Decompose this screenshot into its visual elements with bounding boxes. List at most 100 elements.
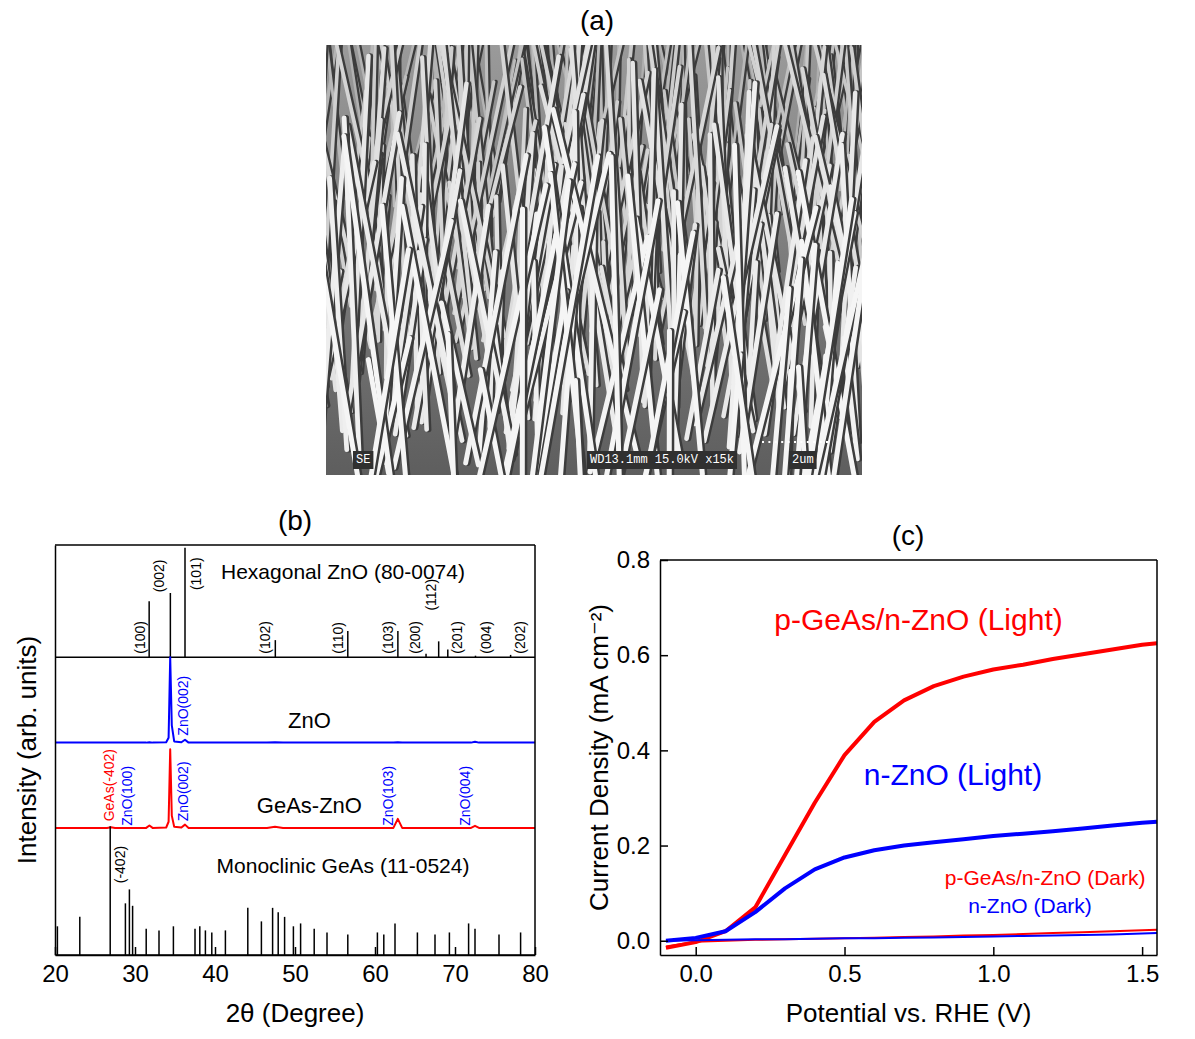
tick-mark — [660, 750, 668, 752]
tick: 1.5 — [1126, 947, 1159, 987]
nanowire — [326, 206, 358, 475]
series-line — [666, 643, 1157, 948]
axis-line — [55, 546, 57, 956]
tick: 50 — [282, 947, 309, 987]
tick-label: 1.0 — [977, 960, 1010, 987]
scale-dot — [820, 441, 822, 443]
series-label: Monoclinic GeAs (11-0524) — [217, 854, 470, 877]
stick — [125, 903, 127, 955]
annotation: (102) — [257, 621, 273, 654]
annotation: ZnO(002) — [175, 676, 191, 736]
scale-dot — [813, 441, 815, 443]
stick — [272, 908, 274, 955]
stick — [277, 912, 279, 955]
tick-mark — [135, 947, 137, 955]
stick — [397, 631, 399, 657]
tick: 0.6 — [617, 641, 668, 668]
series-label: n-ZnO (Dark) — [968, 894, 1092, 917]
nanowire — [448, 334, 455, 475]
tick: 0.5 — [828, 947, 861, 987]
figure: (a)SEWD13.1mm 15.0kV x15k2um(b)203040506… — [0, 0, 1195, 1039]
axis-line — [661, 955, 1158, 957]
series-label: p-GeAs/n-ZnO (Dark) — [945, 866, 1146, 889]
stick — [129, 889, 131, 955]
nanowire-shadow — [725, 277, 760, 475]
chart-1: (c)0.00.51.01.50.00.20.40.60.8Potential … — [584, 520, 1160, 1028]
nanowire — [601, 201, 658, 475]
stick — [225, 930, 227, 955]
scale-bar — [762, 441, 828, 443]
plot-area — [666, 643, 1157, 948]
image-text: SE — [356, 453, 370, 467]
annotation: ZnO(002) — [175, 761, 191, 821]
text-patch — [353, 451, 373, 469]
series-line — [55, 657, 535, 742]
nanowire — [520, 209, 525, 475]
tick-mark — [844, 947, 846, 955]
panel-label: (b) — [278, 505, 312, 536]
annotation: (200) — [407, 621, 423, 654]
stick — [170, 593, 172, 657]
scale-dot — [800, 441, 802, 443]
scale-dot — [762, 441, 764, 443]
scale-dot — [826, 441, 828, 443]
stick — [425, 654, 427, 658]
annotation: (101) — [188, 557, 204, 590]
tick-label: 50 — [282, 960, 309, 987]
tick-mark — [295, 947, 297, 955]
x-axis: 20304050607080 — [42, 947, 549, 987]
tick: 0.0 — [680, 947, 713, 987]
panel-label: (a) — [580, 5, 614, 36]
stick — [132, 906, 134, 955]
stick — [475, 656, 477, 658]
stick — [148, 601, 150, 657]
nanowire — [769, 289, 789, 475]
y-axis — [55, 546, 56, 956]
stick — [293, 926, 295, 955]
tick-label: 0.0 — [617, 927, 650, 954]
annotation: ZnO(103) — [380, 766, 396, 826]
nanowire-shadow — [521, 209, 527, 475]
scale-dot — [794, 441, 796, 443]
x-axis-title: 2θ (Degree) — [226, 998, 365, 1028]
series-label: p-GeAs/n-ZnO (Light) — [774, 603, 1062, 636]
series-label: n-ZnO (Light) — [864, 758, 1042, 791]
tick-mark — [455, 947, 457, 955]
nanowire — [723, 277, 758, 475]
stick — [109, 826, 111, 955]
stick — [383, 935, 385, 956]
stick — [261, 921, 263, 955]
y-axis: 0.00.20.40.60.8 — [617, 546, 668, 955]
stick — [313, 929, 315, 955]
stick — [275, 640, 277, 657]
series-line — [666, 930, 1157, 947]
annotation: (103) — [380, 621, 396, 654]
stick — [79, 917, 81, 955]
series-label: ZnO — [288, 708, 331, 733]
tick-label: 0.2 — [617, 832, 650, 859]
y-axis-title: Intensity (arb. units) — [12, 636, 42, 864]
stick — [449, 932, 451, 955]
tick: 70 — [442, 947, 469, 987]
tick-label: 1.5 — [1126, 960, 1159, 987]
plot-frame — [55, 544, 535, 546]
x-axis-title: Potential vs. RHE (V) — [786, 998, 1032, 1028]
stick — [326, 932, 328, 955]
stick — [247, 908, 249, 955]
series-line — [666, 933, 1157, 941]
scale-dot — [775, 441, 777, 443]
annotation: (002) — [151, 559, 167, 592]
annotation: (112) — [423, 579, 439, 611]
tick: 40 — [202, 947, 229, 987]
panel-a: (a)SEWD13.1mm 15.0kV x15k2um — [249, 0, 967, 518]
stick — [438, 641, 440, 657]
stick — [520, 932, 522, 955]
plot-frame — [1156, 560, 1158, 955]
image-text: 2um — [792, 453, 814, 467]
stick — [145, 929, 147, 955]
tick-mark — [660, 845, 668, 847]
scale-dot — [768, 441, 770, 443]
panel-label: (c) — [892, 520, 925, 551]
plot-frame — [660, 559, 1157, 561]
stick — [347, 935, 349, 956]
